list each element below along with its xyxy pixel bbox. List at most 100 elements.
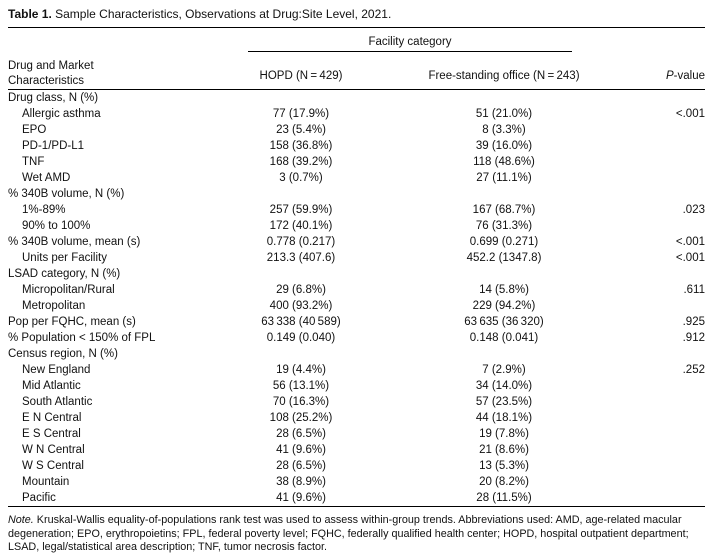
row-label: E N Central: [22, 412, 82, 424]
hopd-value: 63 338 (40 589): [261, 316, 341, 328]
table-row-item: E N Central 108 (25.2%) 44 (18.1%): [8, 410, 705, 426]
p-value: [646, 298, 705, 314]
p-value: <.001: [675, 252, 705, 264]
table-row-section: % Population < 150% of FPL 0.149 (0.040) 0…: [8, 330, 705, 346]
row-label: Pop per FQHC, mean (s): [8, 316, 136, 328]
p-value: [646, 490, 705, 507]
p-value: .611: [683, 284, 705, 296]
note-label: Note.: [8, 514, 34, 526]
p-value: .925: [682, 316, 705, 328]
p-value: [646, 138, 705, 154]
hopd-column-header: HOPD (N = 429): [240, 52, 362, 90]
hopd-value: 213.3 (407.6): [266, 252, 336, 264]
table-row-item: Mountain 38 (8.9%) 20 (8.2%): [8, 474, 705, 490]
row-label: Metropolitan: [22, 300, 86, 312]
table-row-item: 90% to 100% 172 (40.1%) 76 (31.3%): [8, 218, 705, 234]
spanner-row-spacer: [646, 28, 705, 52]
row-label: Allergic asthma: [22, 108, 101, 120]
row-label: W N Central: [22, 444, 85, 456]
p-value: [646, 410, 705, 426]
hopd-value: 3 (0.7%): [279, 172, 323, 184]
hopd-value: 38 (8.9%): [276, 476, 326, 488]
hopd-value: [240, 186, 362, 202]
office-value: 8 (3.3%): [482, 124, 526, 136]
stub-header-line1: Drug and Market: [8, 60, 94, 72]
p-value: [646, 442, 705, 458]
hopd-value: [240, 90, 362, 107]
hopd-value: 41 (9.6%): [276, 444, 326, 456]
office-value: [362, 186, 646, 202]
office-value: 118 (48.6%): [473, 156, 535, 168]
row-label: South Atlantic: [22, 396, 93, 408]
table-row-item: South Atlantic 70 (16.3%) 57 (23.5%): [8, 394, 705, 410]
p-value-column-header: P-value: [646, 52, 705, 90]
row-label: Wet AMD: [22, 172, 71, 184]
table-row-item: 1%-89% 257 (59.9%) 167 (68.7%) .023: [8, 202, 705, 218]
row-label: E S Central: [22, 428, 81, 440]
table-row-item: Mid Atlantic 56 (13.1%) 34 (14.0%): [8, 378, 705, 394]
table-row-item: Metropolitan 400 (93.2%) 229 (94.2%): [8, 298, 705, 314]
row-label: 1%-89%: [22, 204, 66, 216]
office-value: 19 (7.8%): [479, 428, 529, 440]
facility-category-spanner-cell: Facility category: [240, 28, 646, 52]
hopd-value: 158 (36.8%): [269, 140, 333, 152]
table-title: Table 1. Sample Characteristics, Observa…: [8, 2, 705, 28]
row-label: W S Central: [22, 460, 84, 472]
p-value-italic-p: P: [666, 70, 674, 82]
table-figure: Table 1. Sample Characteristics, Observa…: [8, 0, 705, 555]
table-row-section: LSAD category, N (%): [8, 266, 705, 282]
p-value-suffix: -value: [673, 70, 705, 82]
row-label: Micropolitan/Rural: [22, 284, 115, 296]
table-row-section: Drug class, N (%): [8, 90, 705, 107]
table-row-section: % 340B volume, N (%): [8, 186, 705, 202]
p-value: <.001: [675, 108, 705, 120]
hopd-value: 28 (6.5%): [276, 460, 326, 472]
row-label: PD-1/PD-L1: [22, 140, 84, 152]
table-row-section: % 340B volume, mean (s) 0.778 (0.217) 0.69…: [8, 234, 705, 250]
p-value: .023: [682, 204, 705, 216]
office-value: 229 (94.2%): [472, 300, 536, 312]
hopd-value: 257 (59.9%): [269, 204, 333, 216]
hopd-value: 168 (39.2%): [269, 156, 333, 168]
office-value: 0.699 (0.271): [469, 236, 539, 248]
row-label: Mountain: [22, 476, 70, 488]
p-value: [646, 346, 705, 362]
p-value: [646, 394, 705, 410]
column-header-row: HOPD (N = 429) Free-standing office (N =…: [8, 52, 705, 90]
office-value: 44 (18.1%): [475, 412, 533, 424]
hopd-value: 19 (4.4%): [276, 364, 326, 376]
office-value: [362, 346, 646, 362]
stub-header-line2: Characteristics: [8, 75, 85, 87]
table-row-item: Units per Facility 213.3 (407.6) 452.2 (13…: [8, 250, 705, 266]
office-column-header: Free-standing office (N = 243): [362, 52, 646, 90]
hopd-value: 23 (5.4%): [276, 124, 326, 136]
table-row-section: Pop per FQHC, mean (s) 63 338 (40 589) 63 …: [8, 314, 705, 330]
table-row-item: E S Central 28 (6.5%) 19 (7.8%): [8, 426, 705, 442]
row-label: Mid Atlantic: [22, 380, 81, 392]
p-value: [646, 426, 705, 442]
table-row-item: Micropolitan/Rural 29 (6.8%) 14 (5.8%) .611: [8, 282, 705, 298]
stub-column-header: Drug and Market Characteristics: [8, 28, 240, 90]
p-value: [646, 218, 705, 234]
office-value: 0.148 (0.041): [469, 332, 539, 344]
office-value: [362, 90, 646, 107]
hopd-value: 400 (93.2%): [269, 300, 333, 312]
p-value: [646, 474, 705, 490]
hopd-value: [240, 346, 362, 362]
office-value: 57 (23.5%): [475, 396, 533, 408]
table-number: Table 1.: [8, 7, 52, 21]
row-label: Drug class, N (%): [8, 92, 99, 104]
table-row-item: Wet AMD 3 (0.7%) 27 (11.1%): [8, 170, 705, 186]
table-row-item: EPO 23 (5.4%) 8 (3.3%): [8, 122, 705, 138]
header-spanner-row: Drug and Market Characteristics Facility…: [8, 28, 705, 90]
p-value: [646, 122, 705, 138]
row-label: % Population < 150% of FPL: [8, 332, 156, 344]
hopd-value: 41 (9.6%): [276, 492, 326, 504]
row-label: Pacific: [22, 492, 56, 504]
row-label: Census region, N (%): [8, 348, 118, 360]
office-value: 39 (16.0%): [475, 140, 533, 152]
office-value: 167 (68.7%): [472, 204, 536, 216]
office-value: [362, 266, 646, 282]
office-value: 27 (11.1%): [476, 172, 532, 184]
table-note: Note. Kruskal-Wallis equality-of-populat…: [8, 514, 705, 555]
